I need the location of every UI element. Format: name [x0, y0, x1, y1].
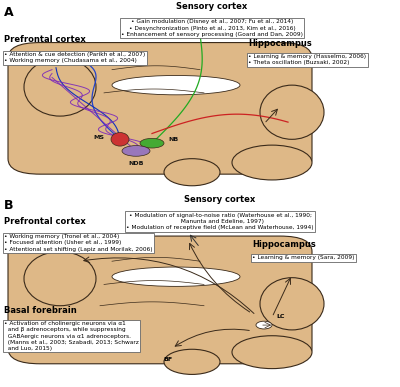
- Text: Sensory cortex: Sensory cortex: [176, 2, 248, 11]
- Ellipse shape: [140, 138, 164, 148]
- Text: BF: BF: [164, 358, 172, 362]
- Ellipse shape: [122, 146, 150, 156]
- Text: • Activation of cholinergic neurons via α1
  and β adrenoceptors, while suppress: • Activation of cholinergic neurons via …: [4, 321, 139, 351]
- Ellipse shape: [256, 321, 272, 329]
- Ellipse shape: [164, 159, 220, 186]
- Text: Hippocampus: Hippocampus: [252, 240, 316, 249]
- Text: • Attention & cue detection (Parikh et al., 2007)
• Working memory (Chudasama et: • Attention & cue detection (Parikh et a…: [4, 52, 145, 63]
- Text: • Working memory (Tronel et al., 2004)
• Focused attention (Usher et al., 1999)
: • Working memory (Tronel et al., 2004) •…: [4, 234, 153, 252]
- Text: Basal forebrain: Basal forebrain: [4, 306, 77, 315]
- Ellipse shape: [232, 145, 312, 180]
- Ellipse shape: [232, 336, 312, 368]
- Ellipse shape: [260, 278, 324, 330]
- Text: • Learning & memory (Hasselmo, 2006)
• Theta oscillation (Buzsaki, 2002): • Learning & memory (Hasselmo, 2006) • T…: [248, 54, 366, 65]
- FancyBboxPatch shape: [8, 43, 312, 174]
- Text: A: A: [4, 6, 14, 19]
- Text: Prefrontal cortex: Prefrontal cortex: [4, 35, 86, 44]
- Text: Hippocampus: Hippocampus: [248, 39, 312, 48]
- Text: Sensory cortex: Sensory cortex: [184, 195, 256, 204]
- Ellipse shape: [24, 58, 96, 116]
- Ellipse shape: [260, 85, 324, 139]
- Ellipse shape: [112, 75, 240, 95]
- Ellipse shape: [24, 252, 96, 306]
- Text: • Gain modulation (Disney et al., 2007; Fu et al., 2014)
• Desynchronization (Pi: • Gain modulation (Disney et al., 2007; …: [121, 19, 303, 37]
- Text: LC: LC: [276, 314, 284, 319]
- Text: NDB: NDB: [128, 161, 144, 166]
- FancyBboxPatch shape: [8, 236, 312, 364]
- Ellipse shape: [111, 132, 129, 146]
- Text: • Learning & memory (Sara, 2009): • Learning & memory (Sara, 2009): [252, 255, 354, 260]
- Text: MS: MS: [93, 135, 104, 140]
- Text: B: B: [4, 199, 14, 212]
- Text: • Modulation of signal-to-noise ratio (Waterhouse et al., 1990;
  Manunta and Ed: • Modulation of signal-to-noise ratio (W…: [126, 213, 314, 230]
- Ellipse shape: [112, 267, 240, 286]
- Text: Prefrontal cortex: Prefrontal cortex: [4, 217, 86, 226]
- Text: NB: NB: [168, 137, 178, 142]
- Ellipse shape: [164, 349, 220, 375]
